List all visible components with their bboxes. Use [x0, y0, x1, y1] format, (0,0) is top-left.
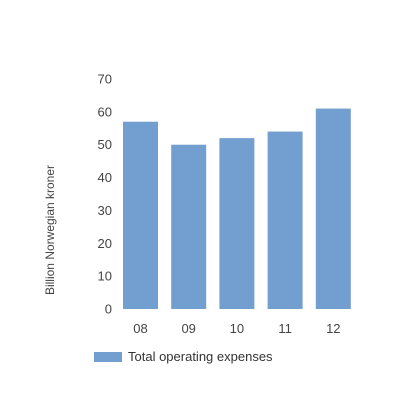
- y-tick-label: 10: [98, 269, 112, 284]
- x-axis-ticks: 08 09 10 11 12: [133, 321, 340, 336]
- y-tick-label: 0: [105, 302, 112, 317]
- bar-09: [171, 144, 207, 309]
- bar-11: [267, 131, 303, 309]
- x-tick-label: 08: [133, 321, 147, 336]
- bars: [123, 108, 351, 309]
- y-tick-label: 60: [98, 104, 112, 119]
- bar-12: [315, 108, 351, 309]
- x-tick-label: 10: [230, 321, 244, 336]
- y-tick-label: 20: [98, 236, 112, 251]
- bar-08: [123, 121, 158, 309]
- bar-10: [219, 138, 255, 309]
- y-tick-label: 50: [98, 137, 112, 152]
- legend-label-total-operating-expenses: Total operating expenses: [128, 349, 273, 364]
- x-tick-label: 12: [326, 321, 340, 336]
- legend-swatch: [94, 351, 122, 362]
- y-axis-label: Billion Norwegian kroner: [43, 165, 57, 295]
- y-tick-label: 30: [98, 203, 112, 218]
- legend: Total operating expenses: [94, 349, 273, 364]
- x-tick-label: 09: [181, 321, 195, 336]
- y-tick-label: 40: [98, 170, 112, 185]
- x-tick-label: 11: [278, 321, 292, 336]
- y-tick-label: 70: [98, 72, 112, 87]
- y-axis-ticks: 0 10 20 30 40 50 60 70: [98, 72, 112, 317]
